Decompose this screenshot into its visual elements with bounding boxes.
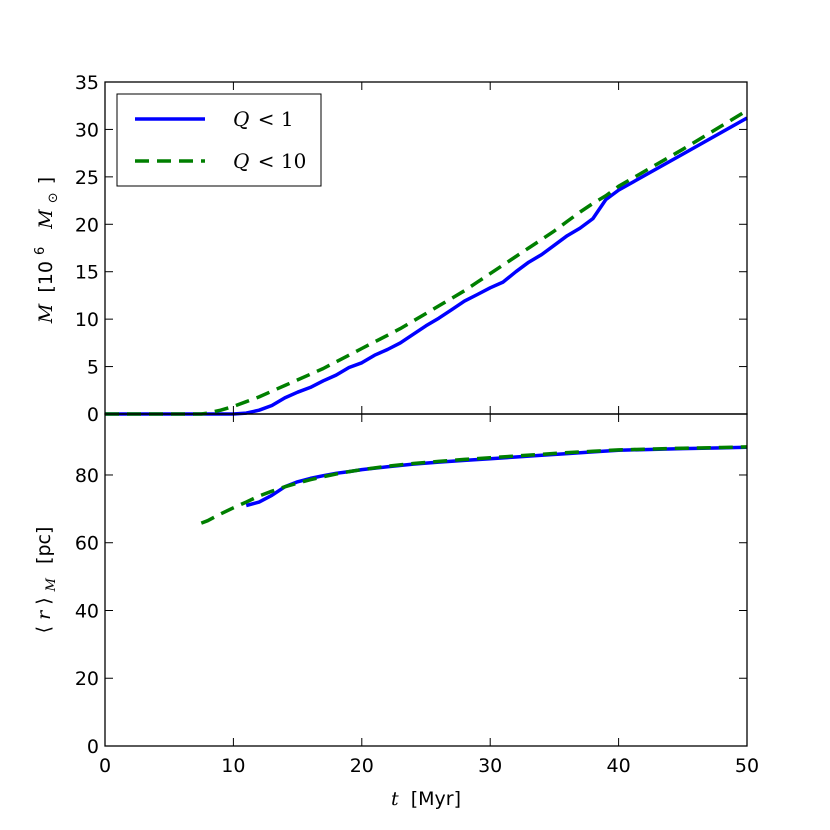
legend-q1-op: < — [258, 107, 275, 131]
bottom-series-line-Qlt10 — [200, 445, 748, 525]
top-ytick-label: 15 — [75, 262, 99, 284]
x-axis-label: t [Myr] — [391, 788, 461, 810]
legend-q10-num: 10 — [281, 149, 306, 173]
top-y-var: M — [35, 303, 57, 324]
xtick-label: 50 — [735, 755, 759, 777]
top-series-group — [105, 109, 748, 416]
legend-q10-var: Q — [233, 149, 249, 173]
top-ytick-label: 0 — [87, 404, 99, 426]
bottom-y-var: r — [33, 609, 55, 620]
bottom-panel: 0 20 40 60 80 0 10 20 30 40 50 ⟨ r ⟩ M [pc] t [Myr… — [33, 413, 759, 810]
top-y-axis-label: M [10 6 M ⊙ ] — [27, 177, 62, 324]
x-axis-var: t — [391, 788, 399, 810]
bottom-ytick-label: 40 — [75, 600, 99, 622]
top-ytick-label: 5 — [87, 357, 99, 379]
x-axis-unit: [Myr] — [411, 788, 461, 810]
bottom-series-group — [200, 445, 748, 525]
bottom-ytick-label: 80 — [75, 465, 99, 487]
xtick-label: 30 — [478, 755, 502, 777]
legend-q10-op: < — [258, 149, 275, 173]
top-y-unit-mass: M — [35, 209, 57, 230]
bottom-y-axis-label: ⟨ r ⟩ M [pc] — [33, 527, 60, 634]
top-ytick-label: 20 — [75, 214, 99, 236]
bottom-ytick-label: 60 — [75, 533, 99, 555]
bottom-series-line-Qlt1 — [245, 445, 748, 508]
top-ytick-label: 35 — [75, 72, 99, 94]
top-ytick-label: 10 — [75, 309, 99, 331]
legend-label-q1: Q < 1 — [233, 107, 294, 131]
bottom-axes-frame — [104, 413, 748, 747]
top-panel: 0 5 10 15 20 25 30 35 M [10 6 M ⊙ ] Q < 1 Q < 1… — [27, 72, 748, 426]
xtick-label: 20 — [350, 755, 374, 777]
bottom-ytick-label: 20 — [75, 668, 99, 690]
top-y-unit-pre: [10 — [35, 261, 57, 293]
bottom-y-close: ⟩ — [33, 597, 55, 604]
legend-box — [116, 93, 322, 187]
top-ytick-label: 25 — [75, 167, 99, 189]
top-y-unit-sup: 6 — [33, 247, 48, 255]
top-series-line-Qlt10 — [105, 109, 748, 416]
xtick-label: 40 — [607, 755, 631, 777]
legend: Q < 1 Q < 10 — [116, 93, 322, 187]
bottom-y-open: ⟨ — [33, 626, 55, 633]
bottom-ticks-group: 0 20 40 60 80 0 10 20 30 40 50 — [75, 414, 759, 777]
top-series-line-Qlt1 — [105, 116, 748, 416]
xtick-label: 10 — [221, 755, 245, 777]
bottom-y-sub: M — [44, 577, 59, 592]
xtick-label: 0 — [99, 755, 111, 777]
top-y-unit-close: ] — [35, 177, 57, 184]
bottom-y-unit: [pc] — [33, 527, 55, 564]
legend-label-q10: Q < 10 — [233, 149, 306, 173]
legend-q1-var: Q — [233, 107, 249, 131]
top-ytick-label: 30 — [75, 119, 99, 141]
bottom-ytick-label: 0 — [87, 736, 99, 758]
top-ticks-group: 0 5 10 15 20 25 30 35 — [75, 72, 748, 426]
top-y-unit-sun: ⊙ — [46, 192, 61, 203]
legend-q1-num: 1 — [281, 107, 294, 131]
